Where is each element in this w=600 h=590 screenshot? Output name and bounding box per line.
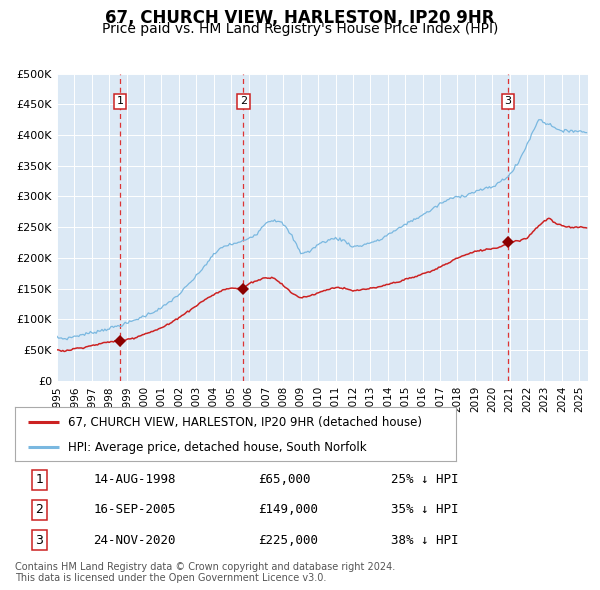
Text: 67, CHURCH VIEW, HARLESTON, IP20 9HR (detached house): 67, CHURCH VIEW, HARLESTON, IP20 9HR (de… xyxy=(68,416,422,429)
Text: 35% ↓ HPI: 35% ↓ HPI xyxy=(391,503,459,516)
Text: 67, CHURCH VIEW, HARLESTON, IP20 9HR: 67, CHURCH VIEW, HARLESTON, IP20 9HR xyxy=(105,9,495,27)
Text: 14-AUG-1998: 14-AUG-1998 xyxy=(93,473,176,486)
Text: 1: 1 xyxy=(35,473,43,486)
Text: Contains HM Land Registry data © Crown copyright and database right 2024.
This d: Contains HM Land Registry data © Crown c… xyxy=(15,562,395,584)
Text: £149,000: £149,000 xyxy=(258,503,318,516)
Text: £65,000: £65,000 xyxy=(258,473,311,486)
Text: HPI: Average price, detached house, South Norfolk: HPI: Average price, detached house, Sout… xyxy=(68,441,367,454)
Text: 2: 2 xyxy=(35,503,43,516)
Text: 2: 2 xyxy=(240,96,247,106)
Text: 16-SEP-2005: 16-SEP-2005 xyxy=(93,503,176,516)
Text: 3: 3 xyxy=(505,96,511,106)
Text: 3: 3 xyxy=(35,534,43,547)
Text: 38% ↓ HPI: 38% ↓ HPI xyxy=(391,534,459,547)
Text: 25% ↓ HPI: 25% ↓ HPI xyxy=(391,473,459,486)
Text: 24-NOV-2020: 24-NOV-2020 xyxy=(93,534,176,547)
Text: £225,000: £225,000 xyxy=(258,534,318,547)
Text: 1: 1 xyxy=(116,96,124,106)
Text: Price paid vs. HM Land Registry's House Price Index (HPI): Price paid vs. HM Land Registry's House … xyxy=(102,22,498,36)
